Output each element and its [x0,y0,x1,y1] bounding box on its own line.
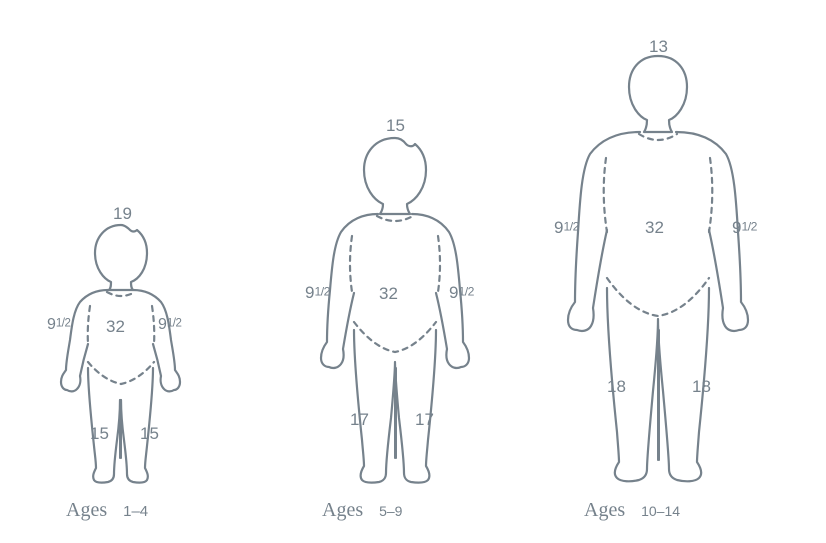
fig3-arm-right: 91/2 [732,219,757,236]
figure-10-14 [568,56,748,481]
fig2-caption: Ages 5–9 [322,500,402,520]
fig1-arm-left: 91/2 [47,317,70,333]
fig3-head-label: 13 [649,38,668,55]
fig2-caption-range: 5–9 [379,503,402,519]
fig1-leg-right: 15 [140,425,159,442]
fig1-caption: Ages 1–4 [66,500,148,520]
fig2-leg-right: 17 [415,411,434,428]
fig3-caption-range: 10–14 [641,503,680,519]
fig3-leg-left: 18 [607,378,626,395]
fig3-caption-word: Ages [584,499,625,521]
fig3-caption: Ages 10–14 [584,500,680,520]
figure-1-4 [61,225,180,483]
fig3-leg-right: 18 [692,378,711,395]
figure-5-9 [321,138,469,483]
fig2-arm-left: 91/2 [305,284,330,301]
fig1-arm-right: 91/2 [158,317,181,333]
fig2-caption-word: Ages [322,499,363,521]
fig3-trunk-label: 32 [645,219,664,236]
fig1-head-label: 19 [113,205,132,222]
fig1-caption-word: Ages [66,499,107,521]
fig1-trunk-label: 32 [106,318,125,335]
fig2-head-label: 15 [386,117,405,134]
fig2-trunk-label: 32 [379,285,398,302]
fig3-arm-left: 91/2 [554,219,579,236]
fig2-arm-right: 91/2 [449,284,474,301]
fig2-leg-left: 17 [350,411,369,428]
figures-svg [0,0,826,543]
bsa-diagram: 19 91/2 32 91/2 15 15 Ages 1–4 15 91/2 3… [0,0,826,543]
fig1-leg-left: 15 [90,425,109,442]
fig1-caption-range: 1–4 [123,503,148,520]
